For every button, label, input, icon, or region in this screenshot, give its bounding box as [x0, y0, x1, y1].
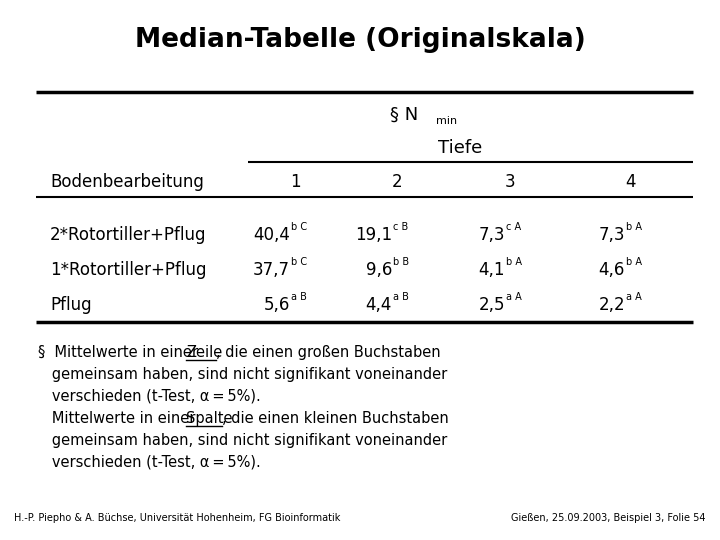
Text: min: min	[436, 116, 457, 126]
Text: 4,6: 4,6	[598, 261, 625, 279]
Text: Median-Tabelle (Originalskala): Median-Tabelle (Originalskala)	[135, 27, 585, 53]
Text: Pflug: Pflug	[50, 296, 91, 314]
Text: verschieden (t-Test, α = 5%).: verschieden (t-Test, α = 5%).	[38, 455, 261, 470]
Text: 4,4: 4,4	[366, 296, 392, 314]
Text: a A: a A	[506, 292, 522, 302]
Text: , die einen großen Buchstaben: , die einen großen Buchstaben	[216, 345, 441, 360]
Text: c B: c B	[393, 222, 408, 232]
Text: , die einen kleinen Buchstaben: , die einen kleinen Buchstaben	[222, 410, 449, 426]
Text: Mittelwerte in einer: Mittelwerte in einer	[38, 410, 200, 426]
Text: 9,6: 9,6	[366, 261, 392, 279]
Text: 5,6: 5,6	[264, 296, 290, 314]
Text: H.-P. Piepho & A. Büchse, Universität Hohenheim, FG Bioinformatik: H.-P. Piepho & A. Büchse, Universität Ho…	[14, 512, 341, 523]
Text: c A: c A	[506, 222, 521, 232]
Text: 2,5: 2,5	[479, 296, 505, 314]
Text: Bodenbearbeitung: Bodenbearbeitung	[50, 173, 204, 191]
Text: 2: 2	[392, 173, 402, 191]
Text: b B: b B	[393, 256, 409, 267]
Text: b A: b A	[506, 256, 522, 267]
Text: gemeinsam haben, sind nicht signifikant voneinander: gemeinsam haben, sind nicht signifikant …	[38, 367, 447, 382]
Text: 1: 1	[289, 173, 300, 191]
Text: 2,2: 2,2	[598, 296, 625, 314]
Text: § N: § N	[390, 106, 418, 124]
Text: a B: a B	[393, 292, 409, 302]
Text: verschieden (t-Test, α = 5%).: verschieden (t-Test, α = 5%).	[38, 389, 261, 403]
Text: 37,7: 37,7	[253, 261, 290, 279]
Text: 4,1: 4,1	[479, 261, 505, 279]
Text: Gießen, 25.09.2003, Beispiel 3, Folie 54: Gießen, 25.09.2003, Beispiel 3, Folie 54	[511, 512, 706, 523]
Text: 1*Rotortiller+Pflug: 1*Rotortiller+Pflug	[50, 261, 207, 279]
Text: 4: 4	[625, 173, 635, 191]
Text: 19,1: 19,1	[355, 226, 392, 244]
Text: a A: a A	[626, 292, 642, 302]
Text: Zeile: Zeile	[186, 345, 222, 360]
Text: b A: b A	[626, 222, 642, 232]
Text: b A: b A	[626, 256, 642, 267]
Text: 3: 3	[505, 173, 516, 191]
Text: Spalte: Spalte	[186, 410, 233, 426]
Text: b C: b C	[291, 256, 307, 267]
Text: a B: a B	[291, 292, 307, 302]
Text: 40,4: 40,4	[253, 226, 290, 244]
Text: gemeinsam haben, sind nicht signifikant voneinander: gemeinsam haben, sind nicht signifikant …	[38, 433, 447, 448]
Text: 7,3: 7,3	[598, 226, 625, 244]
Text: 2*Rotortiller+Pflug: 2*Rotortiller+Pflug	[50, 226, 207, 244]
Text: b C: b C	[291, 222, 307, 232]
Text: 7,3: 7,3	[479, 226, 505, 244]
Text: Tiefe: Tiefe	[438, 139, 482, 157]
Text: §  Mittelwerte in einer: § Mittelwerte in einer	[38, 345, 202, 360]
